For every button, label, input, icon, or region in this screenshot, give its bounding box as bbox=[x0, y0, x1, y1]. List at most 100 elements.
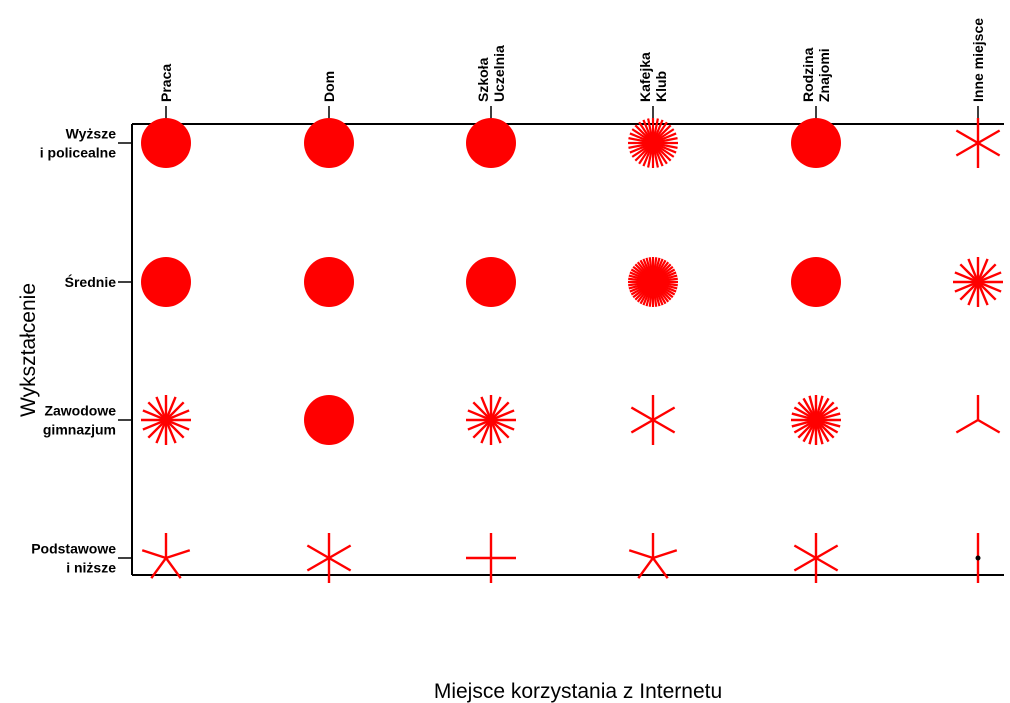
star-ray bbox=[165, 557, 182, 579]
x-tick-label: Rodzina bbox=[800, 47, 816, 102]
star-ray bbox=[630, 406, 654, 422]
star-ray bbox=[630, 418, 654, 434]
filled-disc bbox=[141, 257, 191, 307]
star-ray bbox=[147, 401, 167, 421]
star-ray bbox=[652, 406, 676, 422]
y-tick-label: Zawodowe bbox=[44, 403, 116, 419]
star-ray bbox=[977, 263, 997, 283]
star-mark bbox=[793, 533, 839, 583]
star-ray bbox=[652, 418, 676, 434]
star-ray bbox=[489, 396, 502, 421]
star-mark bbox=[141, 533, 191, 579]
star-mark bbox=[628, 257, 678, 307]
star-ray bbox=[954, 280, 979, 293]
star-mark bbox=[304, 395, 354, 445]
star-ray bbox=[141, 549, 167, 560]
star-ray bbox=[647, 118, 655, 144]
star-ray bbox=[793, 544, 817, 560]
x-axis-ticks: Praca Dom Szkoła Uczelnia Kafejka Klub Rodzina… bbox=[158, 18, 986, 124]
y-tick-label: Podstawowe bbox=[31, 541, 116, 557]
star-ray bbox=[306, 544, 330, 560]
star-ray bbox=[977, 129, 1001, 145]
star-ray bbox=[155, 419, 168, 444]
star-mark bbox=[141, 257, 191, 307]
star-mark bbox=[141, 395, 191, 445]
star-ray bbox=[955, 141, 979, 157]
star-mark bbox=[955, 118, 1001, 168]
star-ray bbox=[480, 396, 493, 421]
star-ray bbox=[490, 409, 515, 422]
star-mark bbox=[304, 118, 354, 168]
chart-marks bbox=[141, 118, 1003, 583]
star-ray bbox=[147, 419, 167, 439]
star-ray bbox=[490, 401, 510, 421]
star-ray bbox=[164, 419, 177, 444]
star-ray bbox=[165, 419, 185, 439]
star-ray bbox=[808, 395, 818, 421]
y-axis-ticks: Wyższe i policealne Średnie Zawodowe gimnazj… bbox=[31, 126, 132, 576]
filled-disc bbox=[791, 118, 841, 168]
filled-disc bbox=[304, 395, 354, 445]
star-mark bbox=[466, 533, 516, 583]
star-ray bbox=[165, 409, 190, 422]
star-mark bbox=[955, 395, 1001, 434]
filled-disc bbox=[304, 257, 354, 307]
filled-disc bbox=[466, 257, 516, 307]
star-ray bbox=[955, 129, 979, 145]
star-ray bbox=[652, 549, 678, 560]
star-ray bbox=[306, 556, 330, 572]
star-ray bbox=[472, 401, 492, 421]
star-mark bbox=[975, 533, 981, 583]
x-tick-label: Praca bbox=[158, 64, 174, 102]
star-ray bbox=[954, 271, 979, 284]
star-ray bbox=[815, 544, 839, 560]
star-ray bbox=[967, 281, 980, 306]
star-ray bbox=[467, 418, 492, 431]
star-ray bbox=[489, 419, 502, 444]
x-tick-label: Klub bbox=[653, 71, 669, 102]
center-dot bbox=[975, 555, 981, 561]
plot-frame bbox=[131, 123, 1004, 576]
star-mark bbox=[791, 257, 841, 307]
star-ray bbox=[165, 418, 190, 431]
star-ray bbox=[637, 557, 654, 579]
star-ray bbox=[142, 409, 167, 422]
x-tick-label: Kafejka bbox=[637, 52, 653, 102]
star-mark bbox=[141, 118, 191, 168]
star-ray bbox=[977, 271, 1002, 284]
star-mark bbox=[791, 395, 841, 445]
star-ray bbox=[967, 258, 980, 283]
star-ray bbox=[976, 258, 989, 283]
star-ray bbox=[328, 556, 352, 572]
star-ray bbox=[959, 281, 979, 301]
star-mark bbox=[466, 395, 516, 445]
y-tick-label: Średnie bbox=[65, 273, 117, 290]
x-tick-label: Uczelnia bbox=[491, 45, 507, 102]
filled-disc bbox=[141, 118, 191, 168]
x-axis-title: Miejsce korzystania z Internetu bbox=[434, 680, 722, 703]
star-mark bbox=[306, 533, 352, 583]
star-ray bbox=[955, 418, 979, 434]
star-ray bbox=[977, 418, 1001, 434]
star-ray bbox=[648, 257, 655, 283]
star-ray bbox=[165, 401, 185, 421]
star-ray bbox=[959, 263, 979, 283]
y-tick-label: gimnazjum bbox=[43, 422, 116, 438]
star-ray bbox=[155, 396, 168, 421]
star-mark bbox=[791, 118, 841, 168]
star-mark bbox=[466, 257, 516, 307]
star-mark bbox=[628, 118, 678, 168]
star-ray bbox=[490, 419, 510, 439]
star-ray bbox=[150, 557, 167, 579]
star-ray bbox=[977, 281, 997, 301]
star-ray bbox=[328, 544, 352, 560]
x-tick-label: Szkoła bbox=[475, 57, 491, 102]
y-axis-title: Wykształcenie bbox=[17, 283, 40, 417]
star-mark bbox=[953, 257, 1003, 307]
star-ray bbox=[793, 556, 817, 572]
star-ray bbox=[164, 396, 177, 421]
y-tick-label: i policealne bbox=[40, 145, 116, 161]
star-ray bbox=[976, 281, 989, 306]
x-tick-label: Inne miejsce bbox=[970, 18, 986, 102]
